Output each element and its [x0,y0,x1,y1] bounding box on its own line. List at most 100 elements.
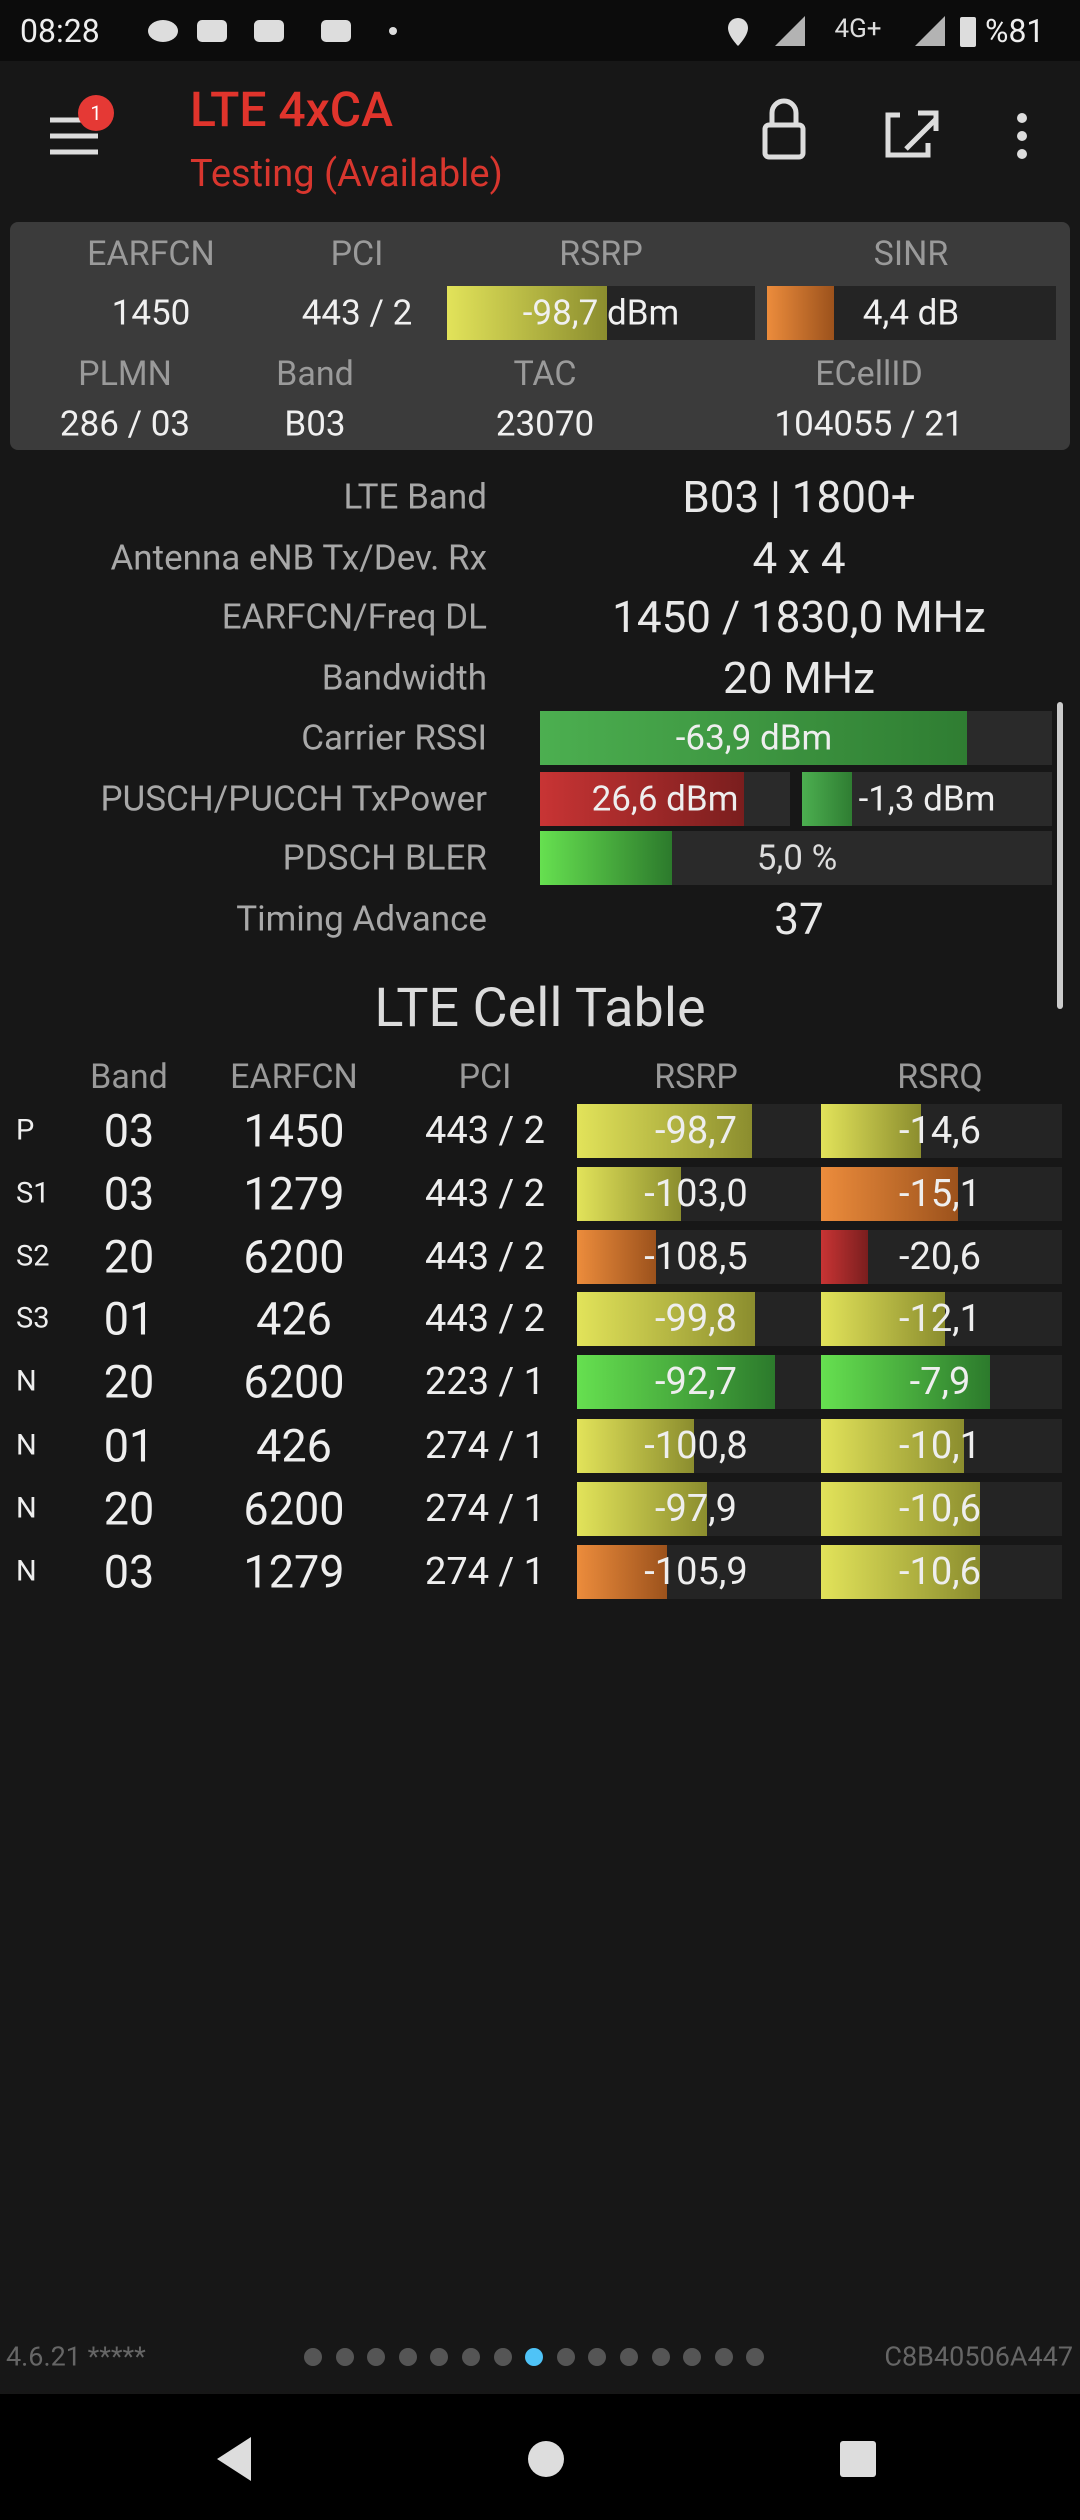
home-button[interactable] [528,2441,564,2477]
sinr-bar [767,286,834,340]
page-dot[interactable] [525,2348,544,2366]
page-dot[interactable] [493,2348,512,2366]
detail-label: PDSCH BLER [282,837,487,879]
page-dot[interactable] [746,2348,765,2366]
app-title: LTE 4xCA [190,81,393,138]
detail-label: Antenna eNB Tx/Dev. Rx [110,537,487,579]
detail-label: PUSCH/PUCCH TxPower [100,778,487,820]
detail-label: LTE Band [343,476,487,518]
cell-type: N [16,1554,37,1589]
page-dot[interactable] [683,2348,702,2366]
app-subtitle: Testing (Available) [190,152,503,196]
cell-rsrq: -7,9 [909,1360,971,1404]
recents-button[interactable] [840,2441,876,2477]
cell-rsrp: -97,9 [654,1487,738,1531]
table-header: RSRQ [897,1057,983,1097]
rsrq-bar [821,1355,990,1409]
more-icon[interactable] [1017,113,1027,159]
cell-pci: 274 / 1 [425,1487,545,1531]
bler-bar [540,831,672,885]
summary-header: TAC [513,354,577,394]
page-dot[interactable] [430,2348,449,2366]
pusch-bar [540,772,744,826]
cell-type: S2 [16,1239,50,1274]
cell-type: P [16,1113,35,1148]
cell-band: 03 [103,1104,155,1158]
rsrp-bar [577,1292,755,1346]
device-id: C8B40506A447 [884,2340,1073,2373]
detail-label: Carrier RSSI [301,717,487,759]
summary-header: RSRP [559,234,643,274]
status-bar [0,0,1080,61]
rssi-bar [540,711,967,765]
cell-pci: 443 / 2 [425,1109,545,1153]
rsrp-bar [577,1419,694,1473]
rsrq-bar [821,1230,868,1284]
cell-rsrq: -15,1 [898,1172,982,1216]
page-dot[interactable] [462,2348,480,2366]
cell-earfcn: 6200 [243,1230,345,1284]
cell-pci: 223 / 1 [425,1360,545,1404]
back-button[interactable] [217,2437,251,2481]
summary-header: Band [276,354,354,394]
rsrq-bar [821,1419,964,1473]
table-header: Band [90,1057,168,1097]
table-header: PCI [458,1057,512,1097]
battery: %81 [985,12,1045,50]
cell-band: 01 [103,1419,155,1473]
cell-band: 20 [103,1230,155,1284]
pucch-bar [802,772,852,826]
page-dot[interactable] [367,2348,386,2366]
rsrp-bar [577,1104,752,1158]
detail-value: B03 | 1800+ [682,471,916,523]
page-dot[interactable] [620,2348,638,2366]
cell-band: 20 [103,1482,155,1536]
page-dot[interactable] [304,2348,322,2366]
cell-earfcn: 6200 [243,1482,345,1536]
detail-label: EARFCN/Freq DL [221,596,487,638]
page-dot[interactable] [556,2348,575,2366]
detail-label: Timing Advance [236,898,487,940]
page-dot[interactable] [335,2348,354,2366]
detail-value: -63,9 dBm [675,717,833,759]
rsrq-bar [821,1104,921,1158]
cell-rsrp: -100,8 [644,1424,748,1468]
cell-rsrq: -10,6 [898,1487,982,1531]
page-dot[interactable] [651,2348,670,2366]
cell-type: N [16,1491,37,1526]
cell-type: S3 [16,1301,50,1336]
detail-value: 20 MHz [722,652,876,704]
detail-value: 4 x 4 [752,532,846,584]
cell-rsrq: -20,6 [898,1235,982,1279]
page-dot[interactable] [398,2348,417,2366]
detail-value: 5,0 % [756,837,838,879]
cell-pci: 443 / 2 [425,1297,545,1341]
cell-pci: 274 / 1 [425,1424,545,1468]
summary-header: PCI [330,234,384,274]
detail-value: 1450 / 1830,0 MHz [612,591,986,643]
rsrq-bar [821,1482,980,1536]
cell-rsrp: -105,9 [644,1550,748,1594]
summary-value: 4,4 dB [862,292,960,334]
rsrp-bar [577,1545,667,1599]
cell-pci: 443 / 2 [425,1172,545,1216]
badge-count: 1 [90,101,102,125]
table-title: LTE Cell Table [374,977,706,1040]
time: 08:28 [20,12,100,50]
cell-rsrp: -99,8 [654,1297,738,1341]
cell-pci: 274 / 1 [425,1550,545,1594]
cell-rsrq: -10,1 [898,1424,982,1468]
table-header: EARFCN [230,1057,358,1097]
cell-rsrp: -108,5 [644,1235,748,1279]
summary-value: 104055 / 21 [774,403,964,445]
page-dot[interactable] [714,2348,733,2366]
cell-band: 01 [103,1292,155,1346]
cell-type: N [16,1428,37,1463]
cell-band: 20 [103,1355,155,1409]
app-version: 4.6.21 ***** [6,2340,146,2373]
summary-value: 443 / 2 [301,292,413,334]
rsrp-bar [577,1482,707,1536]
cell-type: S1 [16,1176,50,1211]
page-dot[interactable] [588,2348,607,2366]
